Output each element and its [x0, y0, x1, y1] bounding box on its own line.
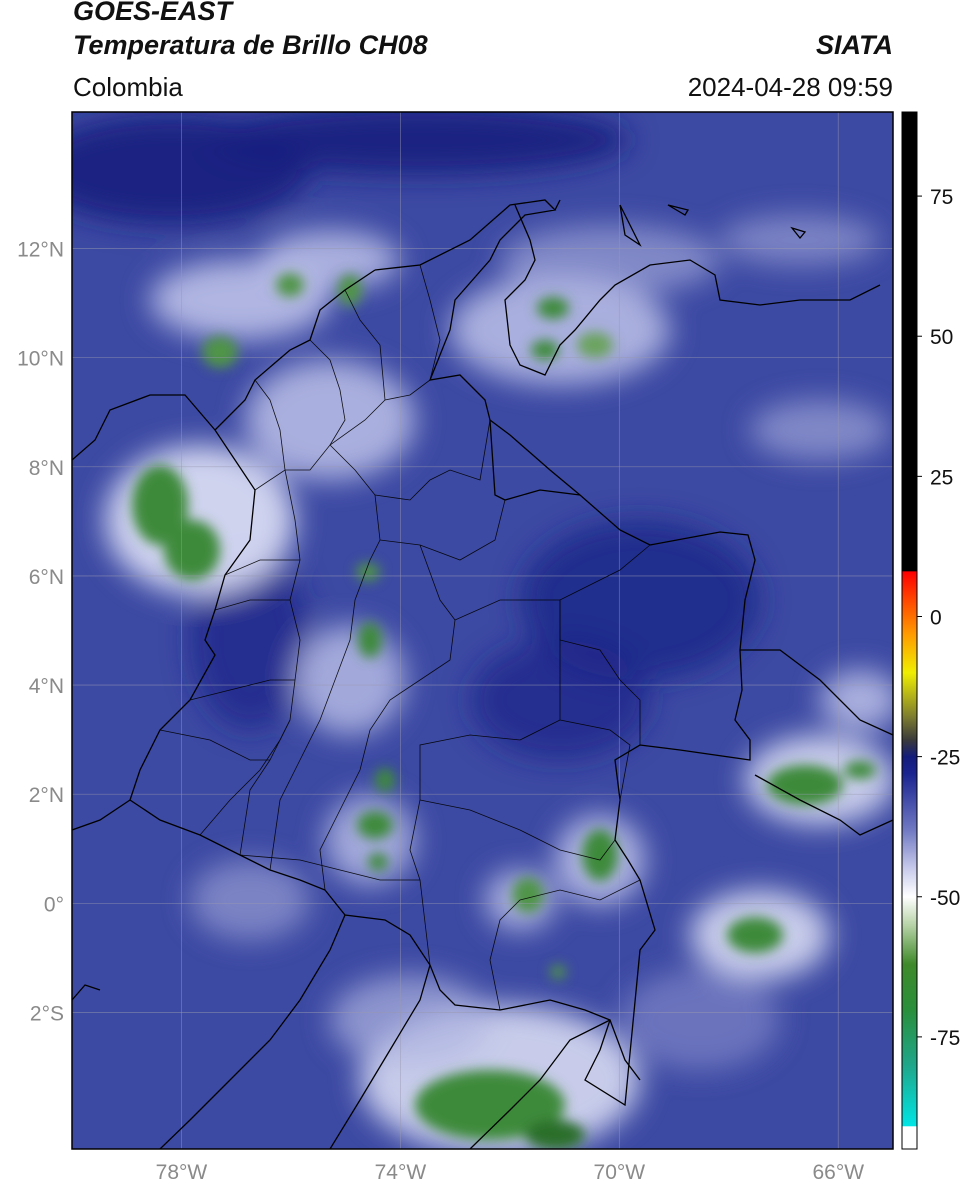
- lat-label: 6°N: [29, 566, 64, 589]
- timestamp-label: 2024-04-28 09:59: [687, 72, 893, 102]
- country-borders: [72, 199, 893, 1149]
- colorbar-tick-label: 0: [930, 606, 942, 629]
- lat-label: 10°N: [17, 348, 64, 371]
- lat-label: 4°N: [29, 675, 64, 698]
- lat-label: 0°: [44, 893, 64, 916]
- satellite-title: GOES-EAST: [73, 0, 233, 26]
- colorbar: 75 50 25 0 -25 -50 -75: [901, 111, 960, 1150]
- colorbar-tick-label: 75: [930, 186, 953, 209]
- colorbar-tick-label: 25: [930, 466, 953, 489]
- colorbar-gradient: [901, 111, 918, 1150]
- map-frame: [71, 111, 894, 1150]
- lon-label: 66°W: [812, 1161, 864, 1184]
- brand-label: SIATA: [816, 30, 893, 60]
- colorbar-tick-label: -50: [930, 887, 960, 910]
- product-title: Temperatura de Brillo CH08: [73, 30, 428, 60]
- lat-label: 2°N: [29, 784, 64, 807]
- lat-label: 2°S: [30, 1003, 64, 1026]
- colorbar-tick-label: -75: [930, 1027, 960, 1050]
- department-borders: [159, 264, 651, 1011]
- lon-label: 70°W: [594, 1161, 646, 1184]
- region-label: Colombia: [73, 72, 183, 102]
- lat-label: 12°N: [17, 238, 64, 261]
- colorbar-ticks: 75 50 25 0 -25 -50 -75: [917, 186, 960, 1050]
- colorbar-tick-label: -25: [930, 747, 960, 770]
- lon-label: 78°W: [156, 1161, 208, 1184]
- colorbar-tick-label: 50: [930, 326, 953, 349]
- deep-convection-cores: [132, 273, 876, 1149]
- brightness-temperature-map: [72, 112, 893, 1149]
- latitude-labels: 12°N 10°N 8°N 6°N 4°N 2°N 0° 2°S: [17, 238, 64, 1025]
- lat-label: 8°N: [29, 457, 64, 480]
- longitude-labels: 78°W 74°W 70°W 66°W: [156, 1161, 865, 1184]
- lon-label: 74°W: [375, 1161, 427, 1184]
